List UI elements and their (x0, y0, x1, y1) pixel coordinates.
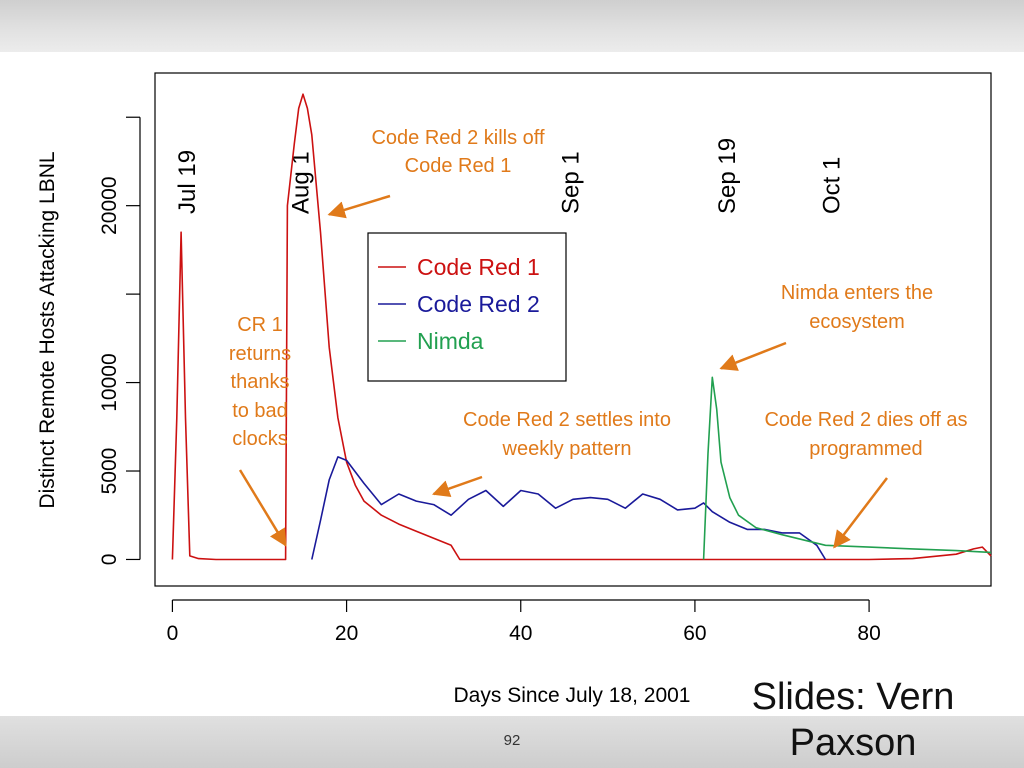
annotation-arrow-cr2-kills-cr1 (327, 194, 391, 219)
legend-entry-code-red-1: Code Red 1 (417, 254, 540, 280)
x-tick-label: 60 (683, 622, 706, 645)
slide-top-band (0, 0, 1024, 52)
x-axis: 0 20 40 60 80 (167, 599, 881, 645)
annotation-arrow-nimda-enters (719, 341, 787, 371)
legend: Code Red 1 Code Red 2 Nimda (367, 232, 567, 382)
annotation-arrow-cr2-dies (833, 477, 888, 549)
annotation-cr1-returns-line: returns (229, 343, 291, 365)
annotation-nimda-enters-line: Nimda enters the (781, 282, 933, 304)
y-tick-label: 20000 (98, 176, 121, 234)
annotation-arrow-cr2-weekly (432, 475, 483, 498)
legend-entry-nimda: Nimda (417, 328, 484, 354)
date-marker-label: Sep 1 (557, 151, 584, 214)
date-marker-label: Jul 19 (174, 150, 201, 214)
annotation-cr2-weekly: Code Red 2 settles into weekly pattern (463, 409, 671, 460)
x-axis-label: Days Since July 18, 2001 (454, 684, 691, 707)
y-axis: 0 5000 10000 20000 (98, 116, 141, 566)
x-tick-label: 20 (335, 622, 358, 645)
annotation-cr2-kills-cr1-line: Code Red 2 kills off (371, 127, 545, 149)
series-lines (171, 93, 992, 561)
annotation-cr1-returns: CR 1 returns thanks to bad clocks (229, 314, 291, 450)
annotation-cr2-kills-cr1-line: Code Red 1 (405, 155, 512, 177)
y-axis-label: Distinct Remote Hosts Attacking LBNL (36, 151, 59, 508)
x-tick-label: 40 (509, 622, 532, 645)
y-tick-label: 10000 (98, 353, 121, 411)
slide-bottom-band (0, 716, 1024, 768)
annotation-arrows (238, 194, 888, 549)
series-line-nimda (702, 376, 992, 560)
date-markers: Jul 19 Aug 1 Sep 1 Sep 19 Oct 1 (174, 138, 845, 214)
annotation-cr2-weekly-line: Code Red 2 settles into (463, 409, 671, 431)
annotation-cr1-returns-line: CR 1 (237, 314, 283, 336)
slide-credit: Slides: Vern Paxson (728, 674, 978, 766)
slide-credit-line: Slides: Vern (751, 676, 955, 718)
y-tick-label: 0 (98, 554, 121, 566)
annotation-cr2-dies-line: Code Red 2 dies off as (764, 409, 967, 431)
annotation-cr2-dies-line: programmed (809, 438, 922, 460)
series-line-code-red-1 (171, 93, 992, 561)
annotation-cr2-weekly-line: weekly pattern (502, 438, 632, 460)
legend-entry-code-red-2: Code Red 2 (417, 291, 540, 317)
annotation-cr1-returns-line: thanks (231, 371, 290, 393)
y-tick-label: 5000 (98, 448, 121, 495)
plot-frame (154, 72, 992, 587)
annotation-nimda-enters: Nimda enters the ecosystem (781, 282, 933, 333)
x-tick-label: 0 (167, 622, 179, 645)
series-line-code-red-2 (311, 456, 827, 560)
x-tick-label: 80 (857, 622, 880, 645)
annotation-cr1-returns-line: clocks (232, 428, 288, 450)
date-marker-label: Oct 1 (819, 157, 846, 214)
annotation-cr1-returns-line: to bad (232, 400, 288, 422)
annotation-arrow-cr1-returns (238, 469, 287, 547)
slide-credit-line: Paxson (789, 722, 917, 764)
legend-box (367, 232, 567, 382)
page-number: 92 (503, 732, 521, 749)
date-marker-label: Sep 19 (714, 138, 741, 214)
annotation-nimda-enters-line: ecosystem (809, 311, 905, 333)
annotation-cr2-kills-cr1: Code Red 2 kills off Code Red 1 (371, 127, 545, 177)
date-marker-label: Aug 1 (287, 151, 314, 214)
annotation-cr2-dies: Code Red 2 dies off as programmed (764, 409, 967, 460)
